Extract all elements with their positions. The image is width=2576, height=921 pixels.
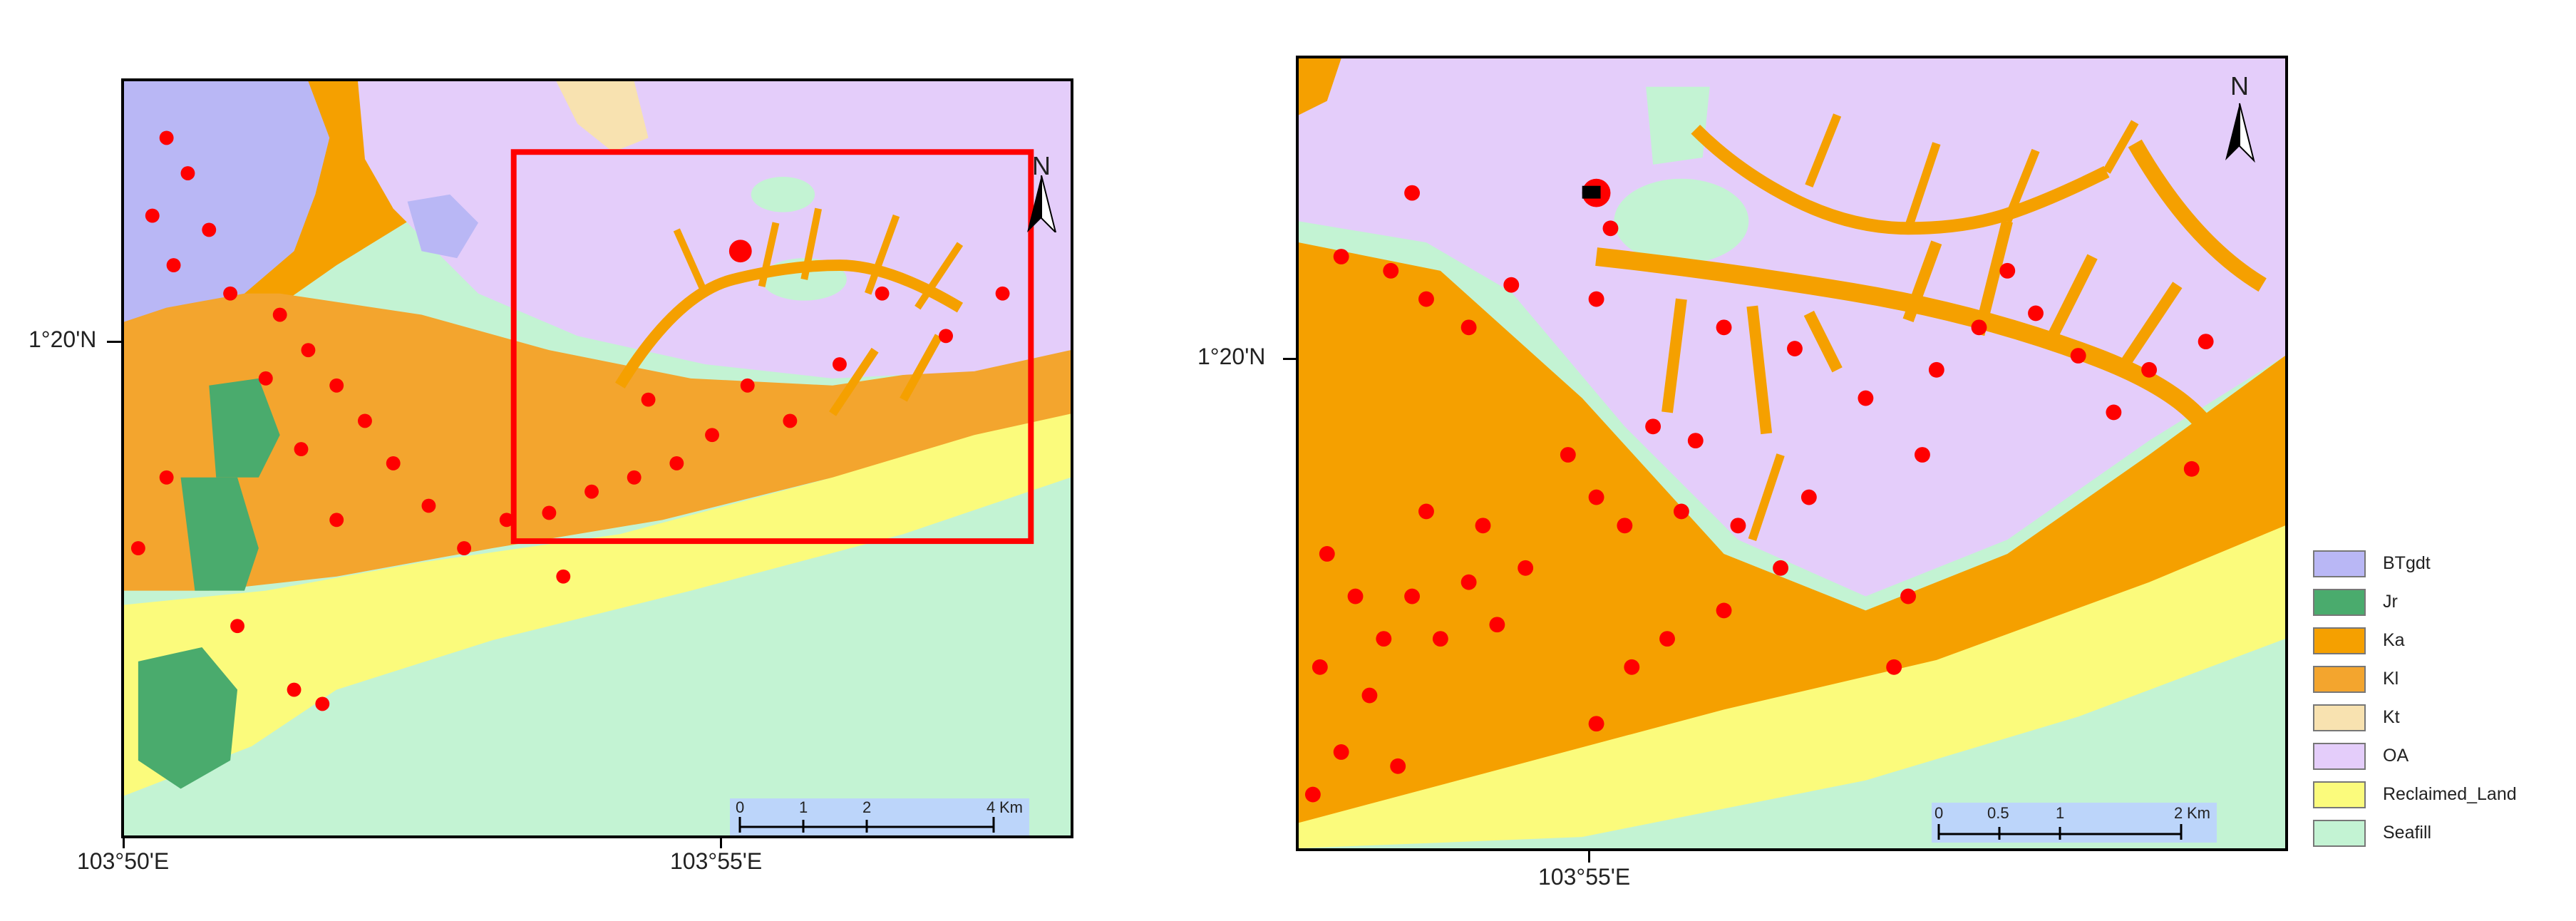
legend-label: Kt <box>2383 707 2400 727</box>
legend-swatch <box>2313 704 2366 731</box>
scale-tick-2: 2 <box>862 798 872 816</box>
scale-unit: Km <box>999 798 1023 816</box>
legend-swatch <box>2313 743 2366 770</box>
legend-item-kl: Kl <box>2313 664 2570 696</box>
legend-swatch <box>2313 550 2366 577</box>
overview-north-arrow: N <box>1024 151 1059 232</box>
scale-tick-2: 1 <box>2056 804 2065 822</box>
north-arrow-icon <box>2225 103 2255 163</box>
overview-map[interactable]: N 0 1 2 4 Km <box>121 78 1073 838</box>
north-arrow-icon <box>1027 175 1057 232</box>
zoomed-lon-tick <box>1588 851 1590 863</box>
legend-label: Reclaimed_Land <box>2383 784 2517 804</box>
zoomed-lat-label: 1°20'N <box>1197 344 1266 369</box>
overview-map-geology <box>124 81 1071 835</box>
overview-lat-tick <box>107 341 121 343</box>
overview-point-cluster <box>130 130 1010 711</box>
legend-swatch <box>2313 627 2366 654</box>
legend-item-btgdt: BTgdt <box>2313 549 2570 580</box>
zoomed-lon-label: 103°55'E <box>1538 864 1631 890</box>
legend-item-ka: Ka <box>2313 626 2570 657</box>
zoomed-map-geology <box>1299 58 2285 848</box>
legend-label: Seafill <box>2383 823 2432 843</box>
scale-tick-0: 0 <box>1934 804 1944 822</box>
legend-item-seafill: Seafill <box>2313 818 2570 850</box>
north-label: N <box>2230 71 2249 101</box>
legend-item-kt: Kt <box>2313 703 2570 734</box>
legend-item-oa: OA <box>2313 741 2570 773</box>
legend-swatch <box>2313 666 2366 693</box>
scale-tick-1: 1 <box>799 798 808 816</box>
zoom-extent-box <box>510 149 1034 545</box>
legend-label: Kl <box>2383 669 2399 689</box>
scale-tick-0: 0 <box>736 798 745 816</box>
overview-lon-tick-2 <box>720 838 722 848</box>
scale-tick-3: 4 <box>986 798 996 816</box>
overview-lon-label-2: 103°55'E <box>670 848 763 874</box>
legend-label: Ka <box>2383 630 2405 650</box>
legend-swatch <box>2313 820 2366 847</box>
scalebar-icon <box>738 817 995 833</box>
scale-unit: Km <box>2187 804 2210 822</box>
zoomed-scalebar: 0 0.5 1 2 Km <box>1932 803 2217 843</box>
legend-item-jr: Jr <box>2313 587 2570 619</box>
legend-label: BTgdt <box>2383 553 2431 573</box>
zoomed-lat-tick <box>1283 358 1296 360</box>
legend-swatch <box>2313 589 2366 616</box>
legend-swatch <box>2313 781 2366 808</box>
scale-tick-3: 2 <box>2174 804 2183 822</box>
zoomed-map[interactable]: N 0 0.5 1 2 Km <box>1296 56 2288 851</box>
legend-label: Jr <box>2383 592 2398 612</box>
overview-scalebar: 0 1 2 4 Km <box>730 798 1029 835</box>
zoomed-marker <box>1582 185 1601 199</box>
overview-lon-tick-1 <box>123 838 125 848</box>
scale-tick-1: 0.5 <box>1987 804 2009 822</box>
scalebar-icon <box>1937 824 2183 840</box>
overview-lat-label: 1°20'N <box>29 326 97 352</box>
overview-lon-label-1: 103°50'E <box>77 848 170 874</box>
zoomed-point-cluster <box>1304 178 2214 803</box>
legend-label: OA <box>2383 746 2409 766</box>
zoomed-north-arrow: N <box>2218 71 2261 165</box>
legend-item-reclaimed-land: Reclaimed_Land <box>2313 780 2570 811</box>
